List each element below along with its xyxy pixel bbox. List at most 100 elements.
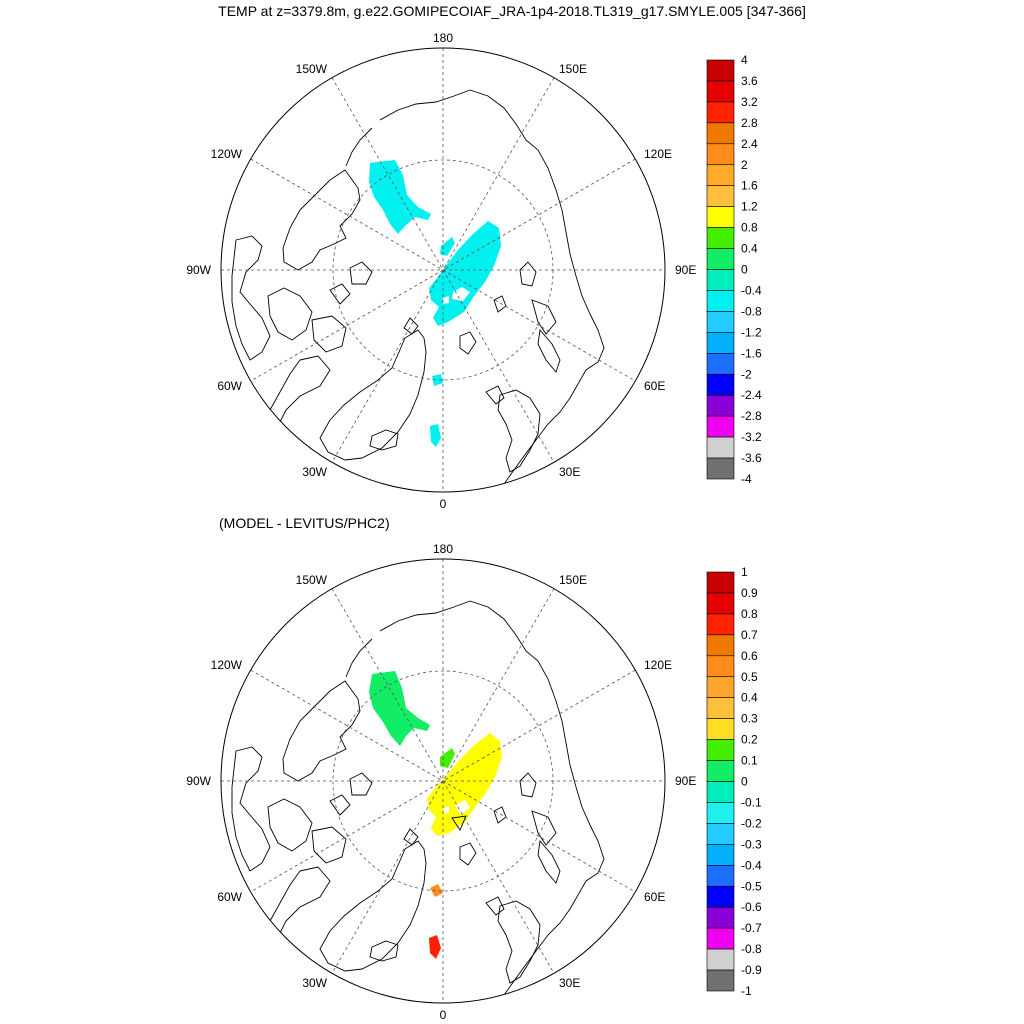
colorbar-swatch xyxy=(706,823,735,845)
colorbar-label: -1.2 xyxy=(741,325,762,339)
lon-label-150e: 150E xyxy=(559,62,587,76)
colorbar-model-minus-levitus: 1 0.9 0.8 0.7 0.6 0.5 0.4 0.3 0.2 0.1 0 -0.1 -0.2 -0.… xyxy=(706,565,762,998)
colorbar-label: -3.6 xyxy=(741,451,762,465)
colorbar-swatch xyxy=(706,592,735,615)
colorbar-label: 0.5 xyxy=(741,670,758,684)
colorbar-label: 4 xyxy=(741,53,748,67)
colorbar-swatch xyxy=(706,80,735,103)
colorbar-swatch xyxy=(706,122,735,145)
lon-label-0: 0 xyxy=(440,497,447,511)
lon-label-90w: 90W xyxy=(186,774,211,788)
colorbar-swatch xyxy=(706,697,735,719)
colorbar-swatch xyxy=(706,436,735,459)
colorbar-swatch xyxy=(706,802,735,824)
lon-label-30w: 30W xyxy=(302,976,327,990)
colorbar-swatch xyxy=(706,676,735,699)
colorbar-label: -0.1 xyxy=(741,795,762,809)
colorbar-label: 2.4 xyxy=(741,137,758,151)
lon-label-150e: 150E xyxy=(559,573,587,587)
lon-label-60w: 60W xyxy=(217,890,242,904)
colorbar-swatch xyxy=(706,760,735,782)
colorbar-label: -0.9 xyxy=(741,963,762,977)
colorbar-swatch xyxy=(706,143,735,166)
colorbar-label: 0.8 xyxy=(741,221,758,235)
graticule xyxy=(221,48,665,492)
colorbar-swatch xyxy=(706,969,735,992)
colorbar-label: 1.6 xyxy=(741,179,758,193)
colorbar-label: 3.2 xyxy=(741,95,758,109)
colorbar-label: 1.2 xyxy=(741,200,758,214)
colorbar-swatch xyxy=(706,781,735,803)
colorbar-label: -3.2 xyxy=(741,430,762,444)
colorbar-label: 1 xyxy=(741,565,748,579)
colorbar-label: 3.6 xyxy=(741,74,758,88)
colorbar-swatch xyxy=(706,739,735,761)
colorbar-label: -4 xyxy=(741,472,752,486)
colorbar-label: -0.3 xyxy=(741,837,762,851)
colorbar-swatch xyxy=(706,613,735,636)
colorbar-label: -0.2 xyxy=(741,816,762,830)
lon-label-30e: 30E xyxy=(559,976,580,990)
figure-title: TEMP at z=3379.8m, g.e22.GOMIPECOIAF_JRA… xyxy=(218,3,806,19)
lomonosov-ridge-patch xyxy=(440,748,455,768)
map-content xyxy=(231,600,605,996)
map-boundary xyxy=(220,558,666,1004)
colorbar-swatch xyxy=(706,332,735,354)
colorbar-label: -0.7 xyxy=(741,921,762,935)
colorbar-label: -2.4 xyxy=(741,388,762,402)
colorbar-swatch xyxy=(706,415,735,438)
colorbar-label: -0.5 xyxy=(741,879,762,893)
lon-label-90e: 90E xyxy=(675,263,696,277)
colorbar-swatch xyxy=(706,269,735,291)
colorbar-model-temperature: 4 3.6 3.2 2.8 2.4 2 1.6 1.2 0.8 0.4 0 -0.4 -0.8 -1.2 -… xyxy=(706,53,762,486)
colorbar-label: -0.4 xyxy=(741,858,762,872)
lon-label-120e: 120E xyxy=(644,658,672,672)
central-arctic-patch xyxy=(429,221,501,326)
lon-label-30e: 30E xyxy=(559,465,580,479)
colorbar-swatch xyxy=(706,352,735,375)
colorbar-label: 0 xyxy=(741,263,748,277)
lon-label-0: 0 xyxy=(440,1008,447,1022)
lon-label-60e: 60E xyxy=(644,890,665,904)
colorbar-label: -1.6 xyxy=(741,346,762,360)
colorbar-label: 0 xyxy=(741,775,748,789)
lon-label-60w: 60W xyxy=(217,379,242,393)
colorbar-label: 0.2 xyxy=(741,733,758,747)
colorbar-swatch xyxy=(706,206,735,228)
colorbar-label: 0.7 xyxy=(741,628,758,642)
colorbar-label: 0.3 xyxy=(741,712,758,726)
fram-strait-patch xyxy=(430,884,443,897)
map-boundary xyxy=(220,47,666,493)
colorbar-swatch xyxy=(706,927,735,950)
graticule xyxy=(221,559,665,1003)
map-panel-model-temperature: 180 0 90W 90E 150W 150E 120W 120E 60W 60… xyxy=(186,31,762,511)
greenland-sea-patch xyxy=(429,935,441,959)
colorbar-label: 0.4 xyxy=(741,242,758,256)
colorbar-label: 2.8 xyxy=(741,116,758,130)
beaufort-sea-patch xyxy=(369,160,431,234)
fram-strait-patch xyxy=(432,374,443,386)
colorbar-swatch xyxy=(706,227,735,249)
lon-label-120w: 120W xyxy=(211,147,243,161)
lon-label-30w: 30W xyxy=(302,465,327,479)
colorbar-label: -0.8 xyxy=(741,304,762,318)
coastlines xyxy=(231,89,605,485)
coastlines xyxy=(231,600,605,996)
colorbar-swatch xyxy=(706,59,735,82)
colorbar-swatch xyxy=(706,394,735,417)
colorbar-swatch xyxy=(706,101,735,124)
map-content xyxy=(231,89,605,485)
map-panel-model-minus-levitus: 180 0 90W 90E 150W 150E 120W 120E 60W 60… xyxy=(186,542,762,1022)
colorbar-label: -0.4 xyxy=(741,283,762,297)
colorbar-swatch xyxy=(706,248,735,270)
colorbar-label: 0.4 xyxy=(741,691,758,705)
colorbar-swatch xyxy=(706,864,735,887)
colorbar-label: -0.8 xyxy=(741,942,762,956)
colorbar-label: -2 xyxy=(741,367,752,381)
colorbar-label: -1 xyxy=(741,984,752,998)
colorbar-label: 0.6 xyxy=(741,649,758,663)
colorbar-swatch xyxy=(706,906,735,929)
colorbar-label: -0.6 xyxy=(741,900,762,914)
colorbar-label: 0.8 xyxy=(741,607,758,621)
